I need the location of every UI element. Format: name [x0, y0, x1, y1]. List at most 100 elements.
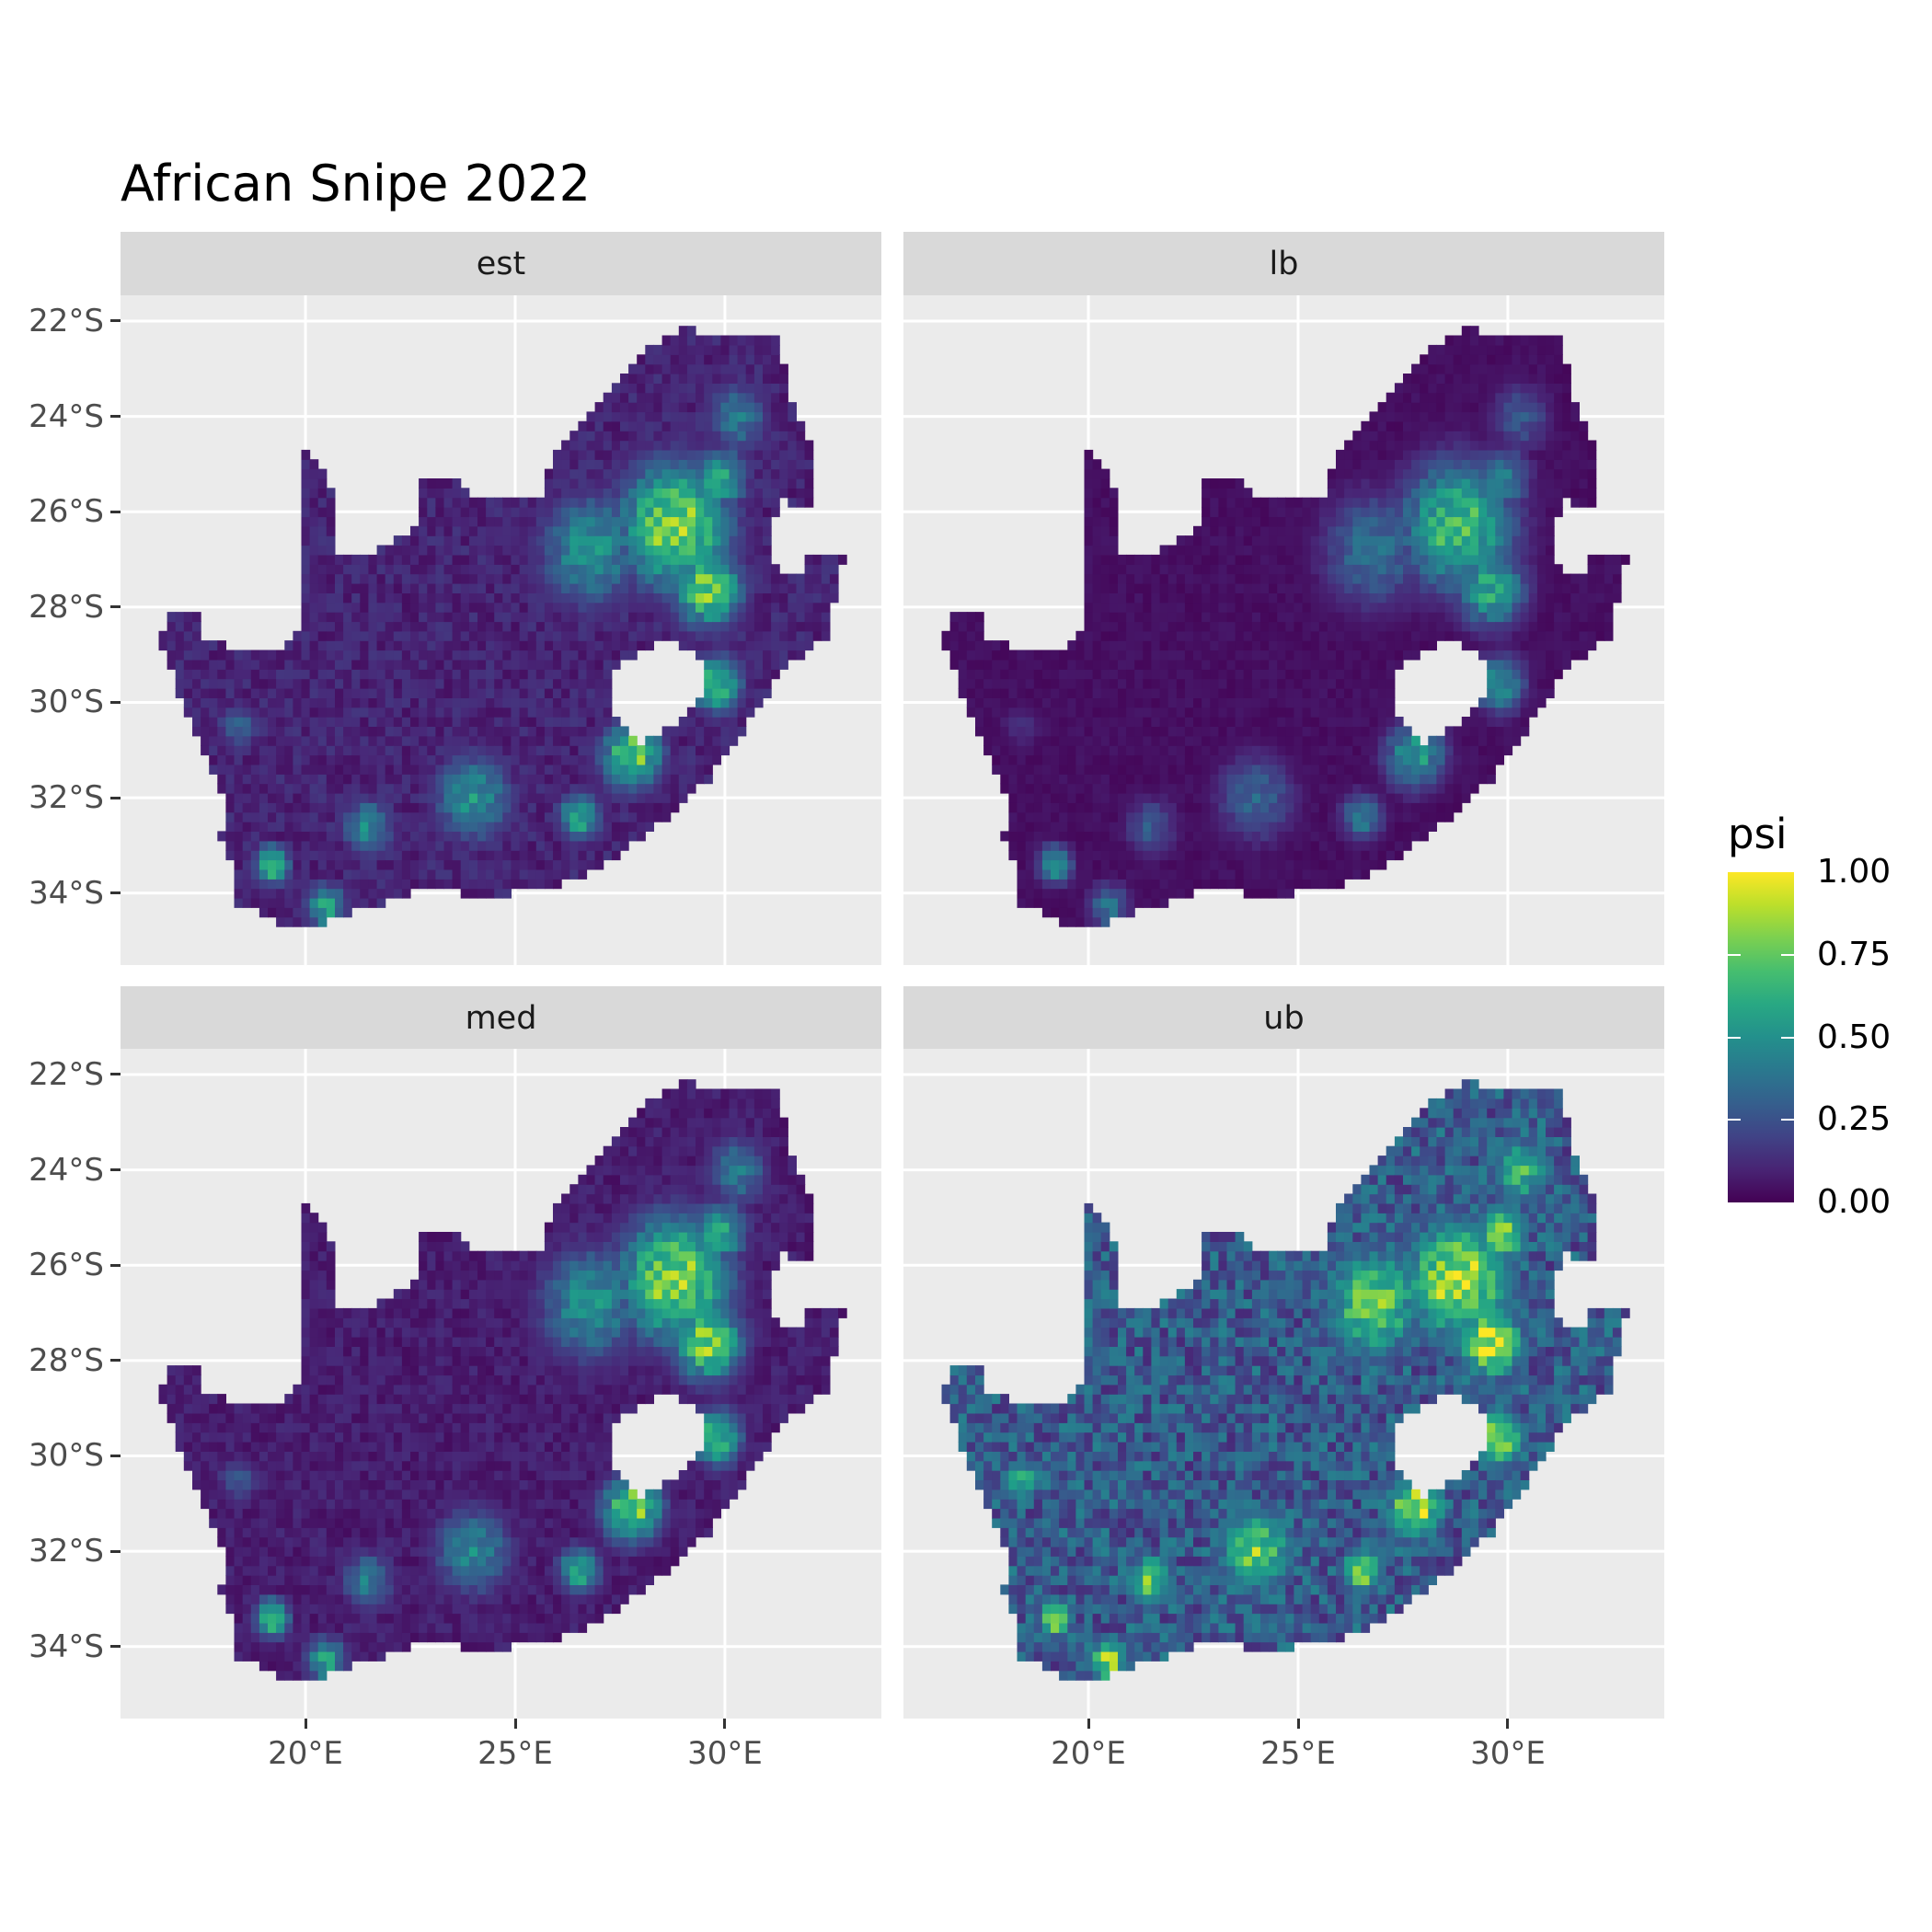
- psi-cell: [385, 726, 395, 737]
- psi-cell: [1017, 792, 1027, 803]
- psi-cell: [452, 792, 462, 803]
- psi-cell: [217, 707, 226, 718]
- psi-cell: [1352, 516, 1362, 527]
- psi-cell: [1210, 602, 1219, 613]
- psi-cell: [678, 564, 688, 575]
- psi-cell: [586, 717, 596, 727]
- psi-cell: [1075, 811, 1086, 822]
- psi-cell: [594, 640, 604, 651]
- psi-cell: [678, 525, 688, 536]
- psi-cell: [661, 630, 672, 641]
- psi-cell: [653, 783, 663, 794]
- psi-cell: [561, 688, 570, 698]
- psi-cell: [309, 650, 319, 661]
- psi-cell: [745, 488, 755, 499]
- psi-cell: [1100, 468, 1110, 479]
- psi-cell: [1143, 554, 1152, 565]
- psi-cell: [1159, 831, 1169, 842]
- psi-cell: [502, 754, 512, 765]
- psi-cell: [1269, 507, 1278, 518]
- psi-cell: [452, 507, 462, 518]
- psi-cell: [745, 602, 755, 613]
- psi-cell: [620, 811, 629, 822]
- psi-cell: [1193, 802, 1202, 813]
- psi-cell: [343, 840, 352, 851]
- psi-cell: [519, 630, 529, 641]
- psi-cell: [645, 554, 654, 565]
- psi-cell: [712, 650, 721, 661]
- psi-cell: [578, 420, 588, 431]
- psi-cell: [452, 573, 462, 584]
- psi-cell: [368, 707, 378, 718]
- psi-cell: [435, 564, 445, 575]
- psi-cell: [1411, 402, 1420, 413]
- psi-cell: [696, 564, 705, 575]
- psi-cell: [645, 630, 654, 641]
- psi-cell: [209, 735, 218, 746]
- psi-cell: [737, 697, 747, 708]
- psi-cell: [1193, 764, 1202, 775]
- psi-cell: [670, 735, 680, 746]
- psi-cell: [1243, 802, 1253, 813]
- psi-cell: [1336, 659, 1345, 670]
- psi-cell: [1210, 516, 1219, 527]
- psi-cell: [276, 774, 285, 785]
- psi-cell: [301, 831, 311, 842]
- psi-cell: [1051, 792, 1060, 803]
- psi-cell: [1369, 726, 1379, 737]
- psi-cell: [351, 717, 361, 727]
- psi-cell: [637, 602, 646, 613]
- psi-cell: [686, 754, 696, 765]
- psi-cell: [452, 564, 462, 575]
- psi-cell: [1403, 802, 1412, 813]
- psi-cell: [1033, 831, 1043, 842]
- psi-cell: [729, 726, 739, 737]
- psi-cell: [511, 745, 521, 756]
- psi-cell: [1318, 754, 1328, 765]
- psi-cell: [293, 688, 303, 698]
- psi-cell: [234, 707, 244, 718]
- psi-cell: [788, 592, 797, 604]
- psi-cell: [653, 488, 663, 499]
- psi-cell: [1386, 431, 1396, 442]
- psi-cell: [486, 822, 495, 832]
- psi-cell: [1285, 783, 1294, 794]
- psi-cell: [1243, 583, 1253, 593]
- psi-cell: [535, 754, 546, 765]
- psi-cell: [301, 822, 311, 832]
- psi-cell: [527, 545, 537, 556]
- psi-cell: [468, 726, 478, 737]
- psi-cell: [1394, 726, 1404, 737]
- psi-cell: [704, 478, 713, 489]
- psi-cell: [561, 612, 570, 623]
- psi-cell: [720, 602, 730, 613]
- psi-cell: [594, 735, 604, 746]
- psi-cell: [1075, 916, 1086, 927]
- psi-cell: [821, 602, 831, 613]
- psi-cell: [519, 697, 529, 708]
- psi-cell: [1151, 592, 1161, 604]
- psi-cell: [1176, 717, 1186, 727]
- psi-cell: [670, 602, 680, 613]
- psi-cell: [234, 669, 244, 680]
- psi-cell: [586, 859, 596, 870]
- psi-cell: [753, 697, 764, 708]
- psi-cell: [653, 630, 663, 641]
- psi-cell: [771, 374, 780, 384]
- psi-cell: [729, 411, 739, 422]
- psi-cell: [753, 449, 764, 460]
- psi-cell: [1361, 811, 1371, 822]
- psi-cell: [569, 564, 579, 575]
- psi-cell: [788, 411, 797, 422]
- psi-cell: [1109, 507, 1119, 518]
- psi-cell: [1344, 535, 1353, 546]
- psi-cell: [1318, 678, 1328, 689]
- psi-cell: [704, 688, 713, 698]
- psi-cell: [737, 688, 747, 698]
- psi-cell: [452, 840, 462, 851]
- psi-cell: [1210, 840, 1219, 851]
- psi-cell: [427, 516, 436, 527]
- psi-cell: [494, 822, 503, 832]
- psi-cell: [234, 764, 244, 775]
- psi-cell: [1294, 792, 1304, 803]
